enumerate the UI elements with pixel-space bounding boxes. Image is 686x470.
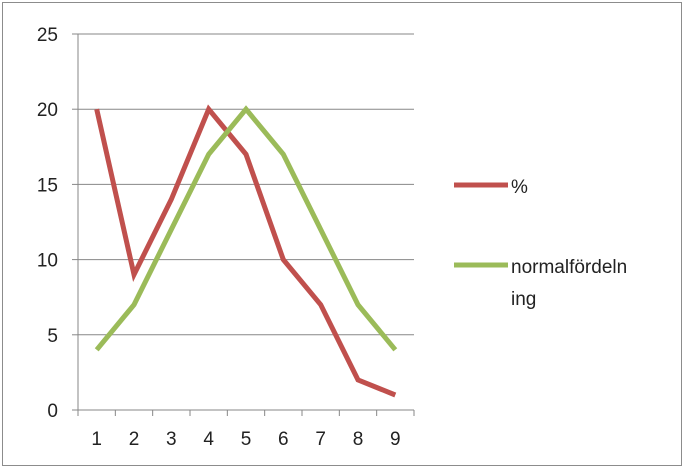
- chart-frame: [2, 2, 682, 466]
- series-lines: [94, 104, 398, 398]
- y-tick-label-10: 10: [37, 251, 58, 272]
- y-tick-label-20: 20: [37, 100, 58, 121]
- x-tick-labels: 1 2 3 4 5 6 7 8 9: [91, 429, 400, 450]
- series-line-1: [94, 104, 397, 398]
- x-tick-label-3: 3: [166, 429, 177, 450]
- x-tick-label-4: 4: [203, 429, 214, 450]
- x-tick-label-9: 9: [390, 429, 401, 450]
- x-tick-label-5: 5: [241, 429, 252, 450]
- gridlines: [78, 33, 414, 336]
- x-tick-label-6: 6: [278, 429, 289, 450]
- x-tick-label-2: 2: [129, 429, 140, 450]
- legend-label-series-2-line-2: ing: [511, 289, 536, 310]
- y-tick-label-15: 15: [37, 175, 58, 196]
- y-tick-label-5: 5: [47, 326, 58, 347]
- legend-label-series-1: %: [511, 177, 528, 198]
- axes: [72, 33, 415, 416]
- y-tick-label-25: 25: [37, 25, 58, 46]
- y-tick-labels: 0 5 10 15 20 25: [37, 25, 58, 422]
- x-tick-label-1: 1: [91, 429, 102, 450]
- x-tick-label-8: 8: [353, 429, 364, 450]
- legend-label-series-2-line-1: normalfördeln: [511, 257, 627, 278]
- legend: % normalfördeln ing: [454, 177, 627, 310]
- x-tick-label-7: 7: [315, 429, 326, 450]
- series-line-2: [94, 105, 398, 352]
- y-tick-label-0: 0: [47, 401, 58, 422]
